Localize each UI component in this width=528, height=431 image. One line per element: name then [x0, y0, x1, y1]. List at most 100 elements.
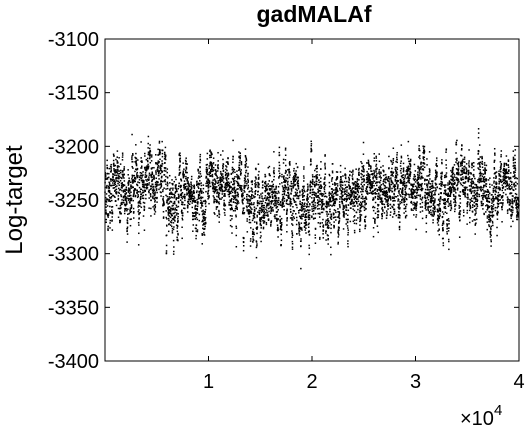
data-point	[432, 185, 434, 187]
data-point	[211, 175, 214, 178]
data-point	[382, 183, 385, 185]
data-point	[234, 194, 237, 197]
data-point	[119, 179, 122, 182]
data-point	[170, 219, 173, 222]
data-point	[249, 196, 251, 198]
data-point	[161, 163, 164, 165]
data-point	[293, 181, 295, 184]
data-point	[124, 208, 126, 210]
data-point	[406, 171, 409, 173]
data-point	[304, 208, 306, 210]
data-point	[402, 176, 404, 179]
data-point	[290, 193, 292, 195]
data-point	[142, 189, 144, 192]
data-point	[313, 191, 315, 194]
data-point	[219, 181, 222, 183]
data-point	[196, 198, 198, 201]
data-point	[193, 191, 195, 194]
data-point	[347, 242, 349, 245]
data-point	[186, 193, 189, 195]
data-point	[415, 205, 417, 208]
data-point	[122, 185, 124, 188]
data-point	[278, 167, 281, 170]
data-point	[225, 168, 227, 171]
data-point	[251, 191, 254, 193]
data-point	[137, 191, 140, 193]
data-point	[195, 216, 198, 219]
data-point	[254, 189, 257, 192]
data-point	[270, 223, 272, 226]
data-point	[335, 216, 337, 218]
data-point	[141, 197, 144, 199]
data-point	[143, 209, 146, 211]
data-point	[269, 196, 272, 198]
data-point	[107, 198, 109, 201]
data-point	[293, 170, 295, 172]
data-point	[203, 227, 206, 230]
data-point	[130, 191, 132, 194]
data-point	[337, 232, 340, 234]
data-point	[221, 184, 223, 187]
data-point	[443, 184, 446, 187]
data-point	[358, 185, 360, 188]
data-point	[307, 223, 310, 226]
data-point	[366, 192, 368, 195]
data-point	[357, 198, 359, 200]
data-point	[388, 178, 391, 180]
data-point	[337, 243, 339, 245]
data-point	[226, 179, 228, 181]
data-point	[409, 170, 411, 173]
data-point	[155, 162, 157, 165]
data-point	[317, 212, 319, 215]
data-point	[232, 201, 235, 203]
data-point	[368, 181, 370, 183]
data-point	[223, 203, 225, 206]
data-point	[268, 173, 271, 175]
data-point	[204, 223, 206, 226]
data-point	[286, 224, 288, 226]
data-point	[338, 201, 341, 203]
data-point	[130, 187, 132, 189]
data-point	[329, 200, 332, 203]
data-point	[306, 205, 309, 207]
data-point	[239, 156, 241, 159]
data-point	[147, 178, 149, 181]
data-point	[417, 177, 419, 179]
data-point	[222, 169, 225, 172]
data-point	[382, 209, 384, 211]
data-point	[234, 207, 237, 210]
data-point	[181, 237, 183, 240]
data-point	[315, 195, 317, 197]
data-point	[397, 200, 399, 202]
data-point	[244, 186, 246, 189]
data-point	[295, 213, 297, 215]
data-point	[200, 184, 203, 187]
data-point	[343, 180, 346, 183]
data-point	[443, 207, 446, 209]
data-point	[359, 230, 361, 233]
data-point	[297, 187, 300, 190]
data-point	[314, 204, 316, 206]
data-point	[293, 184, 296, 187]
data-point	[392, 161, 394, 164]
data-point	[209, 168, 212, 171]
data-point	[299, 202, 301, 205]
data-point	[408, 182, 411, 184]
data-point	[278, 203, 280, 206]
data-point	[275, 186, 277, 189]
data-point	[200, 191, 202, 193]
data-point	[343, 205, 346, 207]
data-point	[357, 196, 360, 199]
data-point	[221, 190, 223, 192]
data-point	[198, 193, 201, 195]
data-point	[262, 184, 264, 186]
data-point	[263, 222, 265, 224]
data-point	[188, 203, 191, 205]
data-point	[201, 205, 204, 207]
data-point	[176, 197, 178, 199]
data-point	[284, 180, 286, 182]
data-point	[373, 180, 376, 183]
data-point	[438, 207, 441, 209]
data-point	[401, 188, 404, 191]
data-point	[385, 210, 388, 212]
